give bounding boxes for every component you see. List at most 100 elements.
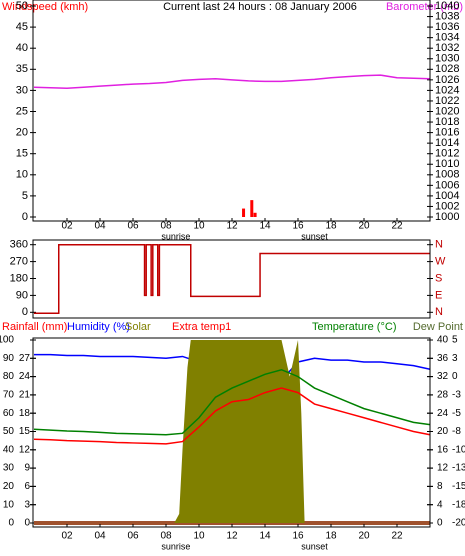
x-tick-label: 06 [127, 531, 139, 542]
x-tick-label: 04 [94, 221, 106, 232]
y2-axis-title: Barometer (mb) [386, 1, 463, 13]
y2-tick-label: 1000 [435, 211, 459, 223]
x-tick-label: 16 [292, 221, 304, 232]
legend-entry: Rainfall (mm) [2, 321, 67, 333]
legend-entry: Humidity (%) [67, 321, 130, 333]
y2-tick-label: 1008 [435, 169, 459, 181]
y-tick-label: 0 [22, 211, 28, 223]
y-tick-label: 80 [3, 371, 15, 382]
y2-tick-label: 1034 [435, 32, 459, 44]
yb-tick-label: 12 [19, 444, 31, 455]
yb-tick-label: 24 [19, 371, 31, 382]
chart-title: Current last 24 hours : 08 January 2006 [163, 1, 357, 13]
annotation: sunset [301, 541, 328, 551]
y-axis-title: Windspeed (kmh) [2, 1, 88, 13]
y2-tick-label: 1012 [435, 148, 459, 160]
y2-tick-label: 1028 [435, 63, 459, 75]
y-tick-label: 270 [10, 256, 28, 268]
x-tick-label: 04 [94, 531, 106, 542]
y-tick-label: 360 [10, 239, 28, 251]
y-tick-label: 180 [10, 272, 28, 284]
y3-tick-label: -15 [452, 481, 465, 492]
y-tick-label: 40 [3, 444, 15, 455]
y2-tick-label: 8 [437, 481, 443, 492]
yb-tick-label: 15 [19, 426, 31, 437]
y2-tick-label: W [435, 256, 446, 268]
y2-tick-label: E [435, 289, 442, 301]
yb-tick-label: 21 [19, 390, 31, 401]
y-tick-label: 10 [3, 499, 15, 510]
y3-tick-label: -10 [452, 444, 465, 455]
y-tick-label: 30 [16, 84, 28, 96]
x-tick-label: 02 [61, 221, 73, 232]
y3-tick-label: -8 [452, 426, 461, 437]
yb-tick-label: 9 [24, 463, 30, 474]
plot-frame [32, 239, 431, 319]
y-tick-label: 70 [3, 390, 15, 401]
y2-tick-label: 32 [437, 371, 449, 382]
y2-tick-label: 1030 [435, 53, 459, 65]
y2-tick-label: 40 [437, 335, 449, 346]
yb-tick-label: 0 [24, 518, 30, 529]
y2-tick-label: S [435, 272, 442, 284]
y-tick-label: 15 [16, 148, 28, 160]
y2-tick-label: 1018 [435, 116, 459, 128]
y3-tick-label: 3 [452, 353, 458, 364]
y3-tick-label: -18 [452, 499, 465, 510]
x-tick-label: 06 [127, 221, 139, 232]
y2-tick-label: 0 [437, 518, 443, 529]
annotation: sunrise [161, 231, 190, 241]
yb-tick-label: 18 [19, 408, 31, 419]
y2-tick-label: 1036 [435, 21, 459, 33]
x-tick-label: 20 [358, 221, 370, 232]
y2-tick-label: N [435, 306, 443, 318]
bar [253, 212, 257, 217]
y-tick-label: 50 [16, 0, 28, 12]
x-tick-label: 20 [358, 531, 370, 542]
y-tick-label: 100 [0, 335, 14, 346]
y-tick-label: 5 [22, 190, 28, 202]
legend-entry: Temperature (°C) [312, 321, 396, 333]
x-tick-label: 12 [226, 221, 238, 232]
legend-entry: Solar [125, 321, 151, 333]
y2-tick-label: 12 [437, 463, 449, 474]
y-tick-label: 40 [16, 42, 28, 54]
x-tick-label: 22 [391, 531, 403, 542]
y2-tick-label: 1038 [435, 10, 459, 22]
y2-tick-label: 1004 [435, 190, 459, 202]
legend-entry: Extra temp1 [172, 321, 231, 333]
y2-tick-label: 20 [437, 426, 449, 437]
line [33, 368, 431, 436]
x-tick-label: 14 [259, 221, 271, 232]
y-tick-label: 60 [3, 408, 15, 419]
x-tick-label: 02 [61, 531, 73, 542]
y2-tick-label: 1040 [435, 0, 459, 12]
x-tick-label: 14 [259, 531, 271, 542]
area [34, 340, 430, 523]
y2-tick-label: 1032 [435, 42, 459, 54]
y3-axis-title: Dew Point [413, 321, 463, 333]
y2-tick-label: 16 [437, 444, 449, 455]
y-tick-label: 0 [8, 518, 14, 529]
x-tick-label: 12 [226, 531, 238, 542]
y3-tick-label: 0 [452, 371, 458, 382]
annotation: sunset [301, 231, 328, 241]
y-tick-label: 90 [3, 353, 15, 364]
y2-tick-label: 1014 [435, 137, 459, 149]
x-tick-label: 08 [160, 221, 172, 232]
y-tick-label: 30 [3, 463, 15, 474]
yb-tick-label: 27 [19, 353, 31, 364]
y2-tick-label: N [435, 239, 443, 251]
x-tick-label: 16 [292, 531, 304, 542]
y-tick-label: 50 [3, 426, 15, 437]
x-tick-label: 10 [193, 221, 205, 232]
y2-tick-label: 4 [437, 499, 443, 510]
y-tick-label: 35 [16, 63, 28, 75]
yb-tick-label: 6 [24, 481, 30, 492]
y2-tick-label: 1010 [435, 158, 459, 170]
yb-tick-label: 3 [24, 499, 30, 510]
y-tick-label: 10 [16, 169, 28, 181]
y3-tick-label: 5 [452, 335, 458, 346]
bar [250, 200, 254, 217]
annotation: sunrise [161, 541, 190, 551]
